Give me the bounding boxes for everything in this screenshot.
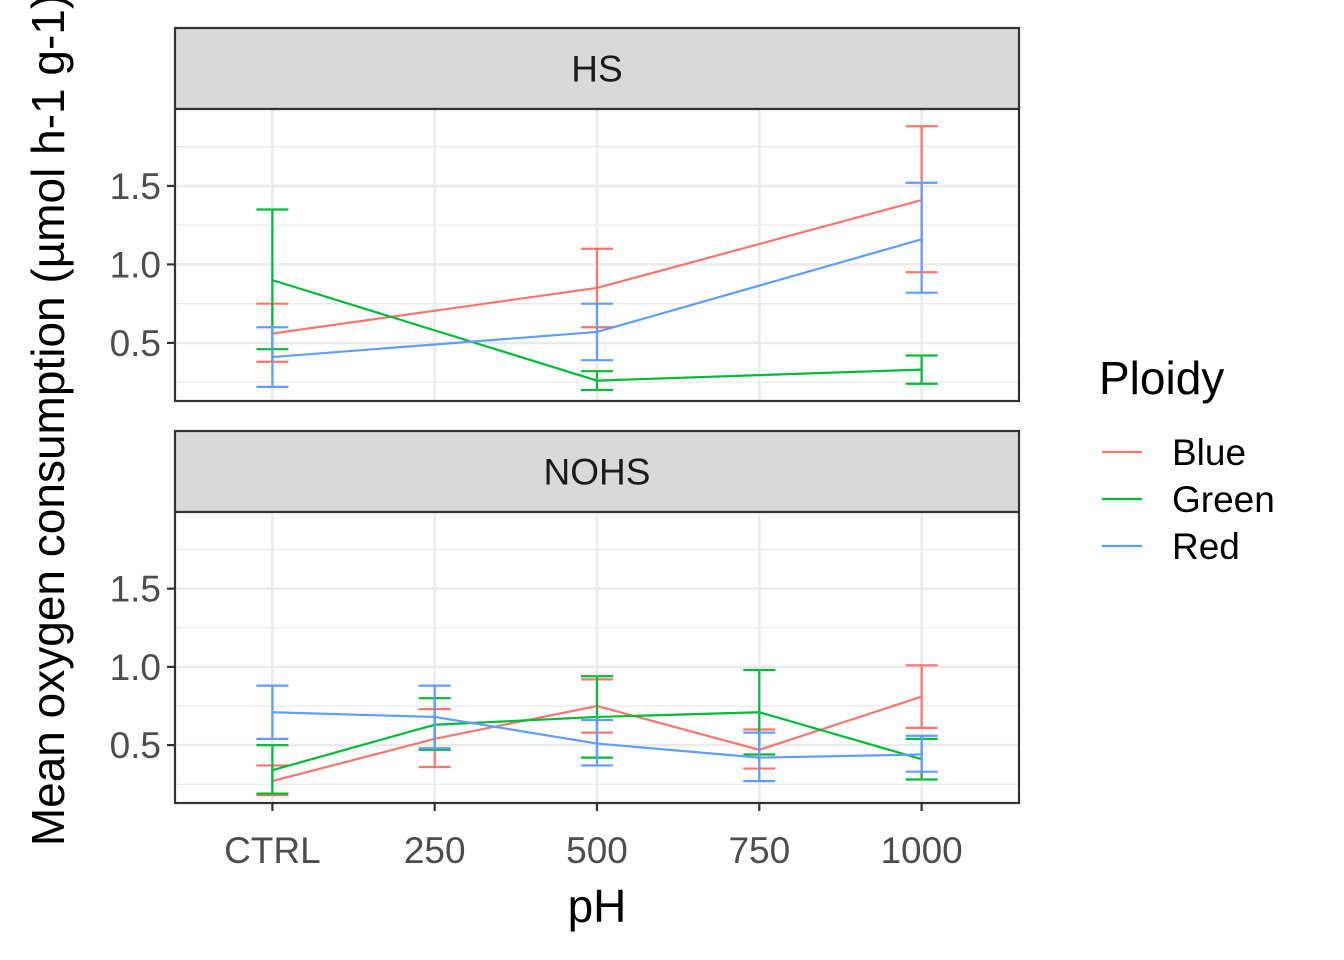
legend-item-green: Green: [1102, 479, 1275, 520]
series-line: [272, 711, 922, 759]
x-axis-title: pH: [568, 880, 627, 932]
facet-strip: [173, 429, 1021, 514]
y-tick-label: 0.5: [110, 323, 161, 364]
legend-title: Ploidy: [1099, 352, 1224, 404]
y-tick-label: 0.5: [110, 725, 161, 766]
series-red: [256, 684, 938, 783]
series-line: [272, 279, 922, 382]
x-tick-label: 750: [728, 830, 790, 871]
y-tick-label: 1.0: [110, 647, 161, 688]
legend-label: Blue: [1172, 432, 1246, 473]
error-bar: [905, 181, 938, 294]
error-bar: [905, 734, 938, 773]
x-tick-label: CTRL: [224, 830, 321, 871]
x-axis: CTRL 250 500 750 1000: [224, 803, 963, 871]
y-tick-label: 1.0: [110, 244, 161, 285]
series-line: [272, 711, 922, 772]
x-tick-label: 1000: [880, 830, 962, 871]
x-tick-label: 500: [566, 830, 628, 871]
facet-strip-label: HS: [571, 49, 622, 90]
facet-strip-label: NOHS: [544, 452, 651, 493]
panel-nohs: NOHS 0.5 1.0 1.5: [110, 429, 1021, 805]
facet-strip: [173, 26, 1021, 111]
series-line: [272, 198, 922, 335]
legend-label: Red: [1172, 526, 1240, 567]
y-axis-title: Mean oxygen consumption (µmol h-1 g-1): [22, 0, 74, 846]
legend-label: Green: [1172, 479, 1275, 520]
panels: HS 0.5 1.0 1.5 NOHS 0.5 1.0 1.5: [110, 26, 1021, 805]
x-tick-label: 250: [404, 830, 466, 871]
series-line: [272, 238, 922, 359]
y-tick-label: 1.5: [110, 166, 161, 207]
legend-item-blue: Blue: [1102, 432, 1246, 473]
series-red: [256, 181, 938, 388]
legend: Ploidy Blue Green Red: [1099, 352, 1275, 567]
y-tick-label: 1.5: [110, 569, 161, 610]
series-green: [256, 208, 938, 392]
error-bar: [256, 326, 289, 388]
panel-hs: HS 0.5 1.0 1.5: [110, 26, 1021, 403]
legend-item-red: Red: [1102, 526, 1240, 567]
panel-border: [173, 107, 1021, 403]
